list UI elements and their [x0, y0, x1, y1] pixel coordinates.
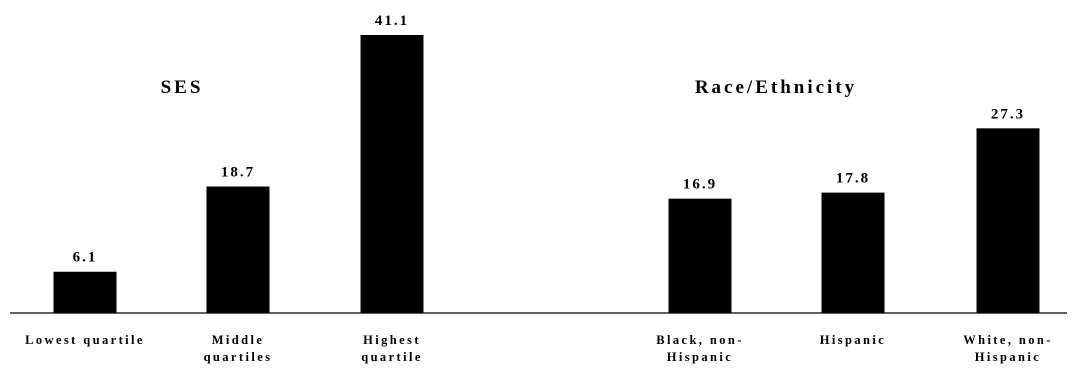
value-label-2-3: 27.3	[991, 106, 1025, 122]
bar-2-3	[976, 128, 1040, 313]
value-label-2-1: 16.9	[683, 177, 717, 193]
group-title-2: Race/Ethnicity	[695, 77, 857, 98]
value-label-1-3: 41.1	[375, 13, 409, 29]
bar-1-3	[360, 35, 424, 313]
value-label-2-2: 17.8	[836, 171, 870, 187]
bar-1-1	[53, 271, 117, 313]
category-label-2-1-line-2: Hispanic	[667, 350, 733, 364]
category-label-2-3-line-1: White, non-	[963, 333, 1053, 347]
category-label-1-2-line-1: Middle	[212, 333, 265, 347]
category-label-2-2-line-1: Hispanic	[820, 333, 886, 347]
category-label-1-1-line-1: Lowest quartile	[25, 333, 145, 347]
value-label-1-1: 6.1	[73, 250, 98, 266]
category-label-1-2-line-2: quartiles	[204, 350, 273, 364]
category-label-2-3-line-2: Hispanic	[975, 350, 1041, 364]
value-label-1-2: 18.7	[221, 165, 255, 181]
category-label-1-3-line-1: Highest	[363, 333, 421, 347]
bar-2-1	[668, 198, 732, 313]
group-title-1: SES	[161, 77, 204, 98]
category-label-1-3-line-2: quartile	[361, 350, 423, 364]
bar-2-2	[821, 192, 885, 313]
bar-1-2	[206, 186, 270, 313]
category-label-2-1-line-1: Black, non-	[656, 333, 744, 347]
